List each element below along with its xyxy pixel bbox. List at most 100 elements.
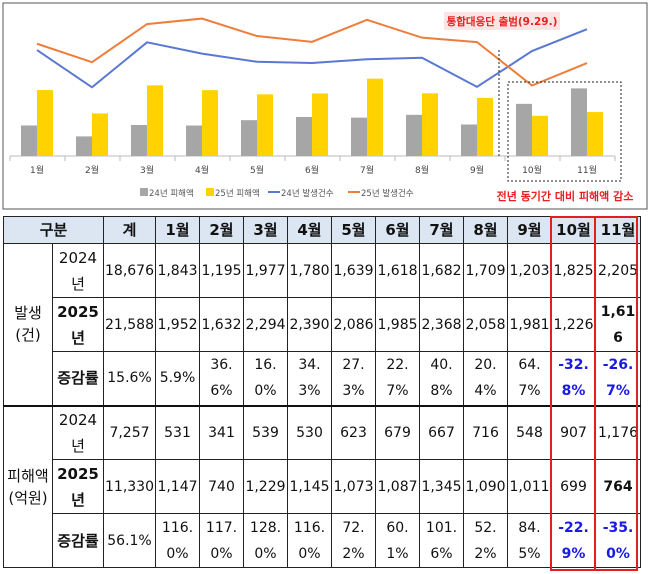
header-total: 계 (103, 216, 156, 244)
value-cell: 64.7% (507, 351, 552, 406)
table-row: 증감률 15.6% 5.9% 36.6% 16.0% 34.3% 27.3% 22.7% 40.… (4, 351, 641, 406)
value-cell: 5.9% (155, 351, 200, 406)
bar-25 (477, 97, 493, 156)
value-cell: 1,195 (199, 243, 244, 298)
value-cell: 1,825 (551, 243, 596, 298)
value-cell: 2,205 (595, 243, 641, 298)
total-cell: 21,588 (103, 297, 156, 352)
value-cell: 1,226 (551, 297, 596, 352)
value-cell: 22.7% (375, 351, 420, 406)
value-cell: 36.6% (199, 351, 244, 406)
value-cell: 764 (595, 459, 641, 514)
x-tick-label: 8월 (415, 164, 429, 176)
value-cell: 2,086 (331, 297, 376, 352)
x-tick-label: 2월 (85, 164, 99, 176)
bar-24 (76, 136, 92, 156)
legend-label: 24년 피해액 (149, 188, 194, 199)
total-cell: 11,330 (103, 459, 156, 514)
value-cell: 667 (419, 404, 464, 460)
header-month: 5월 (331, 216, 376, 244)
x-tick-label: 9월 (470, 164, 484, 176)
value-cell: 27.3% (331, 351, 376, 406)
legend-label: 24년 발생건수 (281, 188, 334, 199)
bar-24 (241, 120, 257, 156)
header-month: 6월 (375, 216, 420, 244)
x-tick-label: 6월 (305, 164, 319, 176)
value-cell: 1,639 (331, 243, 376, 298)
value-cell: 128.0% (243, 513, 288, 568)
legend-swatch (140, 188, 148, 196)
bar-25 (422, 93, 438, 156)
value-cell: 548 (507, 404, 552, 460)
value-cell: 341 (199, 404, 244, 460)
legend-swatch (206, 188, 214, 196)
header-month: 1월 (155, 216, 200, 244)
x-tick-label: 11월 (577, 164, 597, 176)
bar-25 (367, 78, 383, 156)
bar-24 (296, 116, 312, 156)
value-cell: 1,090 (463, 459, 508, 514)
table-row: 발생 (건) 2024년 18,676 1,843 1,195 1,977 1,780 1,6… (3, 243, 641, 406)
header-month: 4월 (287, 216, 332, 244)
value-cell: 116.0% (287, 513, 332, 568)
value-cell: 52.2% (463, 513, 508, 568)
bar-24 (571, 88, 587, 156)
row-label: 2025년 (52, 459, 104, 514)
value-cell: 2,390 (287, 297, 332, 352)
value-cell: 679 (375, 404, 420, 460)
stats-table: 구분 계 1월 2월 3월 4월 5월 6월 7월 8월 9월 10월 11월 발생 (건) 2024… (3, 216, 641, 568)
value-cell: 1,345 (419, 459, 464, 514)
value-cell: 1,981 (507, 297, 552, 352)
value-cell: 1,203 (507, 243, 552, 298)
header-month: 2월 (199, 216, 244, 244)
row-label: 증감률 (52, 351, 104, 406)
row-label: 2024년 (52, 404, 104, 460)
value-cell: 1,780 (287, 243, 332, 298)
value-cell: 716 (463, 404, 508, 460)
value-cell: 1,087 (375, 459, 420, 514)
bar-25 (312, 93, 328, 156)
x-tick-label: 1월 (30, 164, 44, 176)
bar-25 (37, 90, 53, 156)
table-row: 증감률 56.1% 116.0% 117.0% 128.0% 116.0% 72.2% 60.… (4, 513, 641, 568)
value-cell: 539 (243, 404, 288, 460)
table-row: 2025년 21,588 1,952 1,632 2,294 2,390 2,086 1,98… (4, 297, 641, 352)
value-cell: 101.6% (419, 513, 464, 568)
bar-25 (587, 112, 603, 156)
line-24 (36, 28, 588, 89)
value-cell: 1,985 (375, 297, 420, 352)
value-cell: 2,058 (463, 297, 508, 352)
value-cell: 1,843 (155, 243, 200, 298)
value-cell: 699 (551, 459, 596, 514)
value-cell: 1,616 (595, 297, 641, 352)
value-cell: 40.8% (419, 351, 464, 406)
bar-24 (351, 117, 367, 156)
value-cell: 2,294 (243, 297, 288, 352)
highlight-dotted-box (507, 81, 622, 182)
x-tick-label: 5월 (250, 164, 264, 176)
x-tick-label: 10월 (522, 164, 542, 176)
value-cell: 1,632 (199, 297, 244, 352)
value-cell: 623 (331, 404, 376, 460)
value-cell: 34.3% (287, 351, 332, 406)
value-cell: 531 (155, 404, 200, 460)
bar-24 (461, 124, 477, 156)
bar-25 (202, 90, 218, 156)
header-group: 구분 (3, 216, 104, 244)
bar-24 (406, 114, 422, 156)
x-tick-label: 7월 (360, 164, 374, 176)
value-cell: 1,709 (463, 243, 508, 298)
value-cell: 1,618 (375, 243, 420, 298)
bar-25 (147, 85, 163, 156)
value-cell: 116.0% (155, 513, 200, 568)
value-cell: 20.4% (463, 351, 508, 406)
header-month: 9월 (507, 216, 552, 244)
value-cell: 60.1% (375, 513, 420, 568)
bar-24 (516, 103, 532, 156)
value-cell: 1,073 (331, 459, 376, 514)
value-cell: 1,682 (419, 243, 464, 298)
value-cell: 1,011 (507, 459, 552, 514)
annotation-bg (490, 184, 640, 206)
bar-25 (257, 94, 273, 156)
value-cell: 530 (287, 404, 332, 460)
